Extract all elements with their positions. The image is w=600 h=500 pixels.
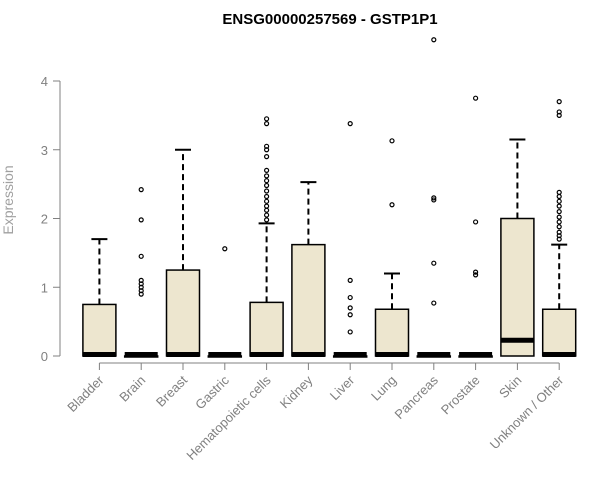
- box: [374, 308, 410, 357]
- x-tick-label: Pancreas: [391, 372, 441, 422]
- outlier-point: [431, 197, 437, 203]
- outlier-point: [389, 202, 395, 208]
- outlier-point: [347, 294, 353, 301]
- box: [249, 301, 284, 357]
- outlier-point: [264, 173, 270, 179]
- outlier-point: [473, 272, 479, 278]
- outlier-point: [389, 138, 395, 144]
- chart-title: ENSG00000257569 - GSTP1P1: [222, 11, 437, 28]
- box-group: [249, 116, 284, 357]
- outlier-point: [556, 109, 562, 115]
- outlier-point: [556, 203, 562, 209]
- outlier-point: [556, 189, 562, 195]
- outlier-point: [473, 269, 479, 275]
- boxes: [82, 37, 577, 358]
- outlier-point: [264, 217, 270, 223]
- y-axis-label: Expression: [0, 165, 16, 234]
- outlier-point: [431, 195, 437, 201]
- outlier-point: [556, 209, 562, 215]
- outlier-point: [264, 212, 270, 218]
- outlier-point: [264, 203, 270, 209]
- outlier-point: [138, 277, 144, 283]
- outlier-point: [264, 121, 270, 127]
- outlier-point: [347, 312, 353, 318]
- outlier-point: [556, 224, 562, 230]
- box-group: [207, 246, 243, 358]
- x-tick-label: Gastric: [192, 372, 232, 412]
- outlier-point: [264, 193, 270, 200]
- box-group: [541, 99, 577, 357]
- x-tick-label: Lung: [368, 373, 399, 404]
- box-group: [291, 181, 326, 357]
- outlier-point: [264, 167, 270, 173]
- box-group: [82, 238, 117, 357]
- outlier-point: [431, 37, 437, 43]
- outlier-point: [556, 229, 562, 235]
- outlier-point: [264, 207, 270, 213]
- box: [291, 243, 326, 357]
- outlier-point: [556, 193, 562, 200]
- x-tick-label: Bladder: [64, 372, 107, 415]
- outlier-point: [473, 95, 479, 101]
- x-tick-label: Brain: [116, 373, 148, 405]
- box-group: [458, 95, 493, 358]
- outlier-point: [556, 214, 562, 220]
- outlier-point: [347, 121, 353, 127]
- y-tick-label: 3: [41, 143, 48, 158]
- outlier-point: [347, 277, 353, 283]
- box: [165, 269, 201, 357]
- outlier-point: [556, 219, 562, 225]
- outlier-point: [264, 143, 270, 149]
- outlier-point: [264, 178, 270, 184]
- outlier-point: [138, 187, 144, 193]
- outlier-point: [347, 329, 353, 335]
- outlier-point: [431, 260, 437, 266]
- outlier-point: [431, 300, 437, 306]
- box-group: [123, 187, 159, 358]
- box-group: [165, 148, 201, 357]
- outlier-point: [556, 198, 562, 204]
- outlier-point: [473, 219, 479, 225]
- box-group: [500, 138, 535, 357]
- outlier-point: [138, 217, 144, 223]
- y-tick-label: 0: [41, 349, 48, 364]
- x-tick-label: Skin: [496, 373, 524, 401]
- box-group: [374, 138, 410, 357]
- y-tick-label: 4: [41, 74, 48, 89]
- box: [541, 308, 577, 357]
- x-tick-label: Unknown / Other: [487, 372, 567, 452]
- y-tick-label: 1: [41, 280, 48, 295]
- outlier-point: [222, 246, 228, 252]
- outlier-point: [264, 188, 270, 194]
- box: [500, 217, 535, 357]
- outlier-point: [264, 182, 270, 189]
- outlier-point: [264, 116, 270, 122]
- outlier-point: [556, 99, 562, 105]
- x-tick-label: Kidney: [277, 372, 316, 411]
- y-tick-label: 2: [41, 212, 48, 227]
- box-group: [332, 121, 368, 358]
- outlier-point: [264, 198, 270, 204]
- box: [82, 303, 117, 357]
- x-tick-label: Prostate: [438, 373, 483, 418]
- outlier-point: [347, 305, 353, 311]
- outlier-point: [264, 154, 270, 160]
- box-group: [416, 37, 452, 358]
- x-tick-label: Breast: [153, 372, 190, 409]
- outlier-point: [138, 253, 144, 259]
- x-tick-label: Liver: [327, 372, 358, 403]
